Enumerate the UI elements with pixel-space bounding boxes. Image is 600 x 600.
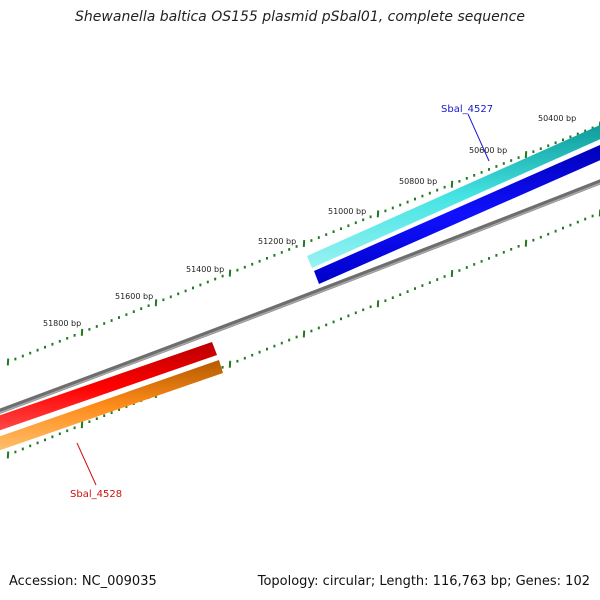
accession-text: Accession: NC_009035: [9, 574, 157, 589]
scale-label-50800: 50800 bp: [399, 177, 437, 186]
outer-tick-row: [6, 121, 600, 366]
topology-summary: Topology: circular; Length: 116,763 bp; …: [257, 574, 590, 589]
gene-callout-line-sbal-4527: [467, 113, 490, 162]
scale-label-51200: 51200 bp: [258, 237, 296, 246]
scale-label-51400: 51400 bp: [186, 265, 224, 274]
scale-label-50600: 50600 bp: [469, 146, 507, 155]
blue-feature: [314, 145, 600, 284]
scale-label-51800: 51800 bp: [43, 319, 81, 328]
scale-label-51000: 51000 bp: [328, 207, 366, 216]
gene-label-sbal-4527[interactable]: Sbal_4527: [441, 104, 493, 115]
cyan-feature: [307, 125, 600, 268]
red-feature: [0, 342, 217, 431]
inner-tick-row: [6, 209, 600, 459]
scale-label-51600: 51600 bp: [115, 292, 153, 301]
map-title: Shewanella baltica OS155 plasmid pSbal01…: [75, 9, 525, 25]
gene-label-sbal-4528[interactable]: Sbal_4528: [70, 489, 122, 500]
scale-label-50400: 50400 bp: [538, 114, 576, 123]
orange-feature: [0, 360, 223, 451]
plasmid-backbone: [0, 179, 600, 414]
gene-callout-line-sbal-4528: [76, 442, 97, 486]
